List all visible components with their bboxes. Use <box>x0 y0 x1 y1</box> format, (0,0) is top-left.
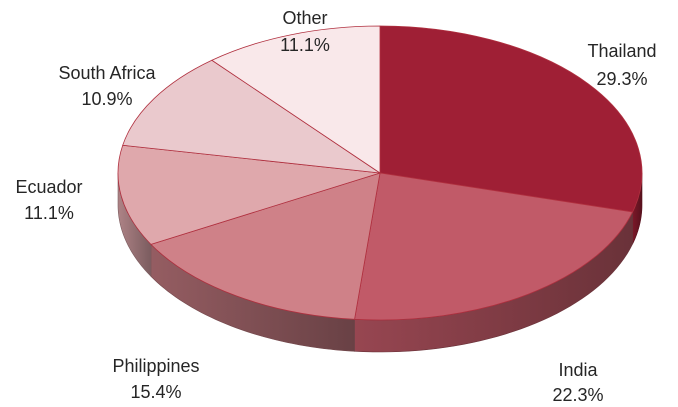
slice-ecuador <box>117 144 381 245</box>
slice-india <box>354 172 634 321</box>
slice-value-other: 11.1% <box>280 35 330 55</box>
slice-value-south-africa: 10.9% <box>81 89 132 109</box>
slice-label-other: Other <box>282 8 327 28</box>
slice-label-philippines: Philippines <box>112 356 199 376</box>
pie-labels: Thailand 29.3% India 22.3% Philippines 1… <box>15 8 656 405</box>
slice-thailand <box>379 25 643 213</box>
slice-label-south-africa: South Africa <box>58 63 156 83</box>
slice-label-india: India <box>558 360 598 380</box>
slice-label-thailand: Thailand <box>587 41 656 61</box>
slice-value-ecuador: 11.1% <box>24 203 74 223</box>
slice-philippines <box>150 172 381 320</box>
slice-value-philippines: 15.4% <box>130 382 181 402</box>
slice-other <box>211 25 381 174</box>
slice-value-thailand: 29.3% <box>596 69 647 89</box>
pie-top-faces <box>117 25 643 321</box>
slice-south-africa <box>122 59 381 174</box>
slice-label-ecuador: Ecuador <box>15 177 82 197</box>
slice-value-india: 22.3% <box>552 385 603 405</box>
